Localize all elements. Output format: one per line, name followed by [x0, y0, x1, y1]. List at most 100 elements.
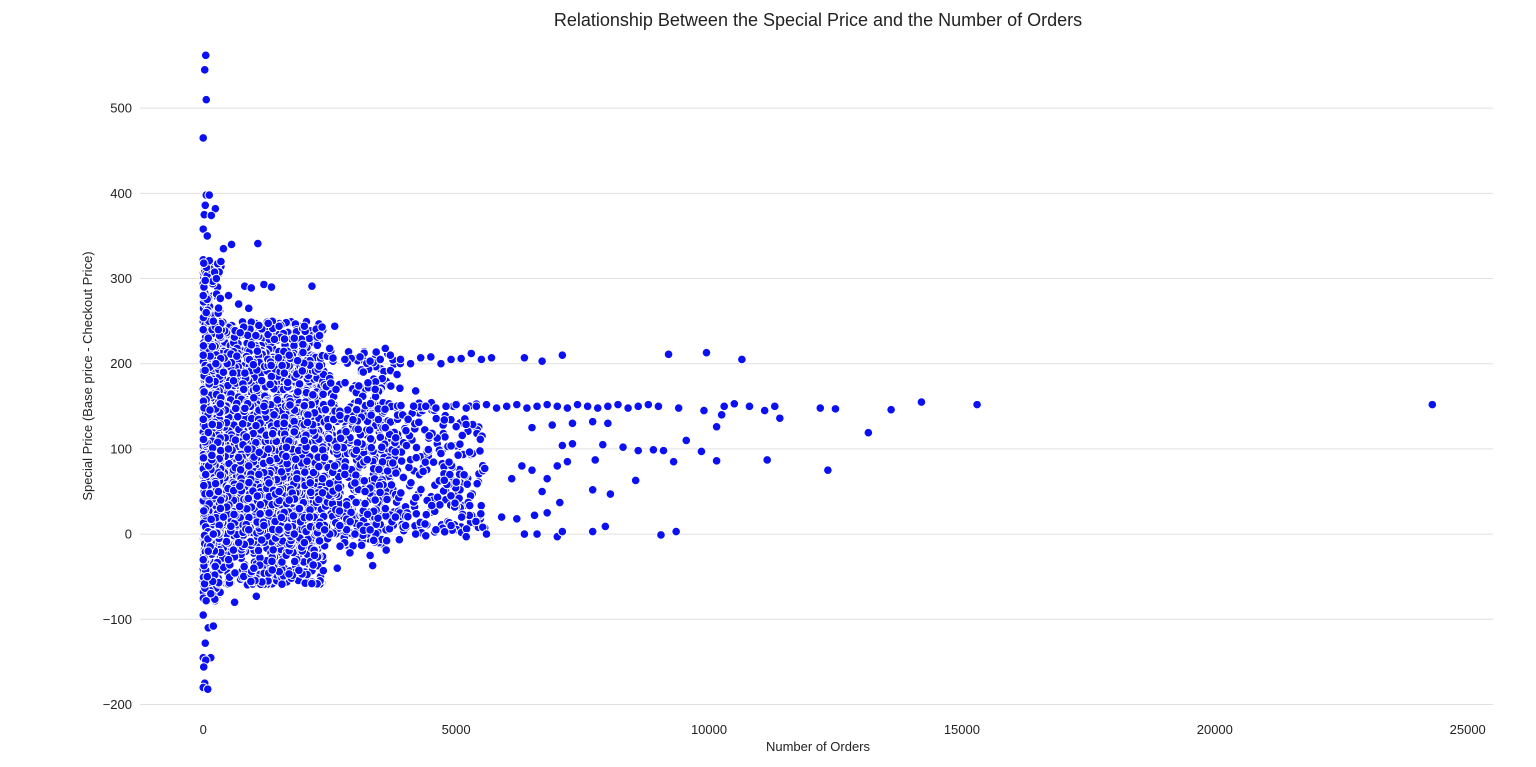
scatter-point	[364, 425, 375, 435]
scatter-point	[1427, 399, 1438, 410]
scatter-point	[464, 500, 475, 511]
scatter-point	[496, 512, 507, 522]
scatter-point	[254, 469, 264, 480]
scatter-point	[269, 410, 279, 420]
scatter-point	[360, 486, 370, 497]
scatter-point	[392, 369, 402, 380]
scatter-point	[239, 561, 249, 572]
scatter-point	[481, 529, 492, 539]
scatter-point	[198, 453, 209, 463]
scatter-point	[307, 578, 317, 589]
scatter-point	[237, 419, 248, 429]
scatter-point	[243, 461, 254, 471]
scatter-point	[317, 487, 328, 498]
scatter-point	[229, 509, 239, 520]
scatter-point	[461, 419, 471, 430]
scatter-point	[418, 466, 428, 477]
scatter-point	[332, 442, 342, 452]
scatter-point	[696, 446, 707, 457]
scatter-point	[198, 662, 209, 672]
scatter-point	[213, 486, 224, 497]
scatter-point	[267, 428, 278, 439]
scatter-point	[382, 466, 393, 476]
scatter-point	[519, 529, 530, 539]
scatter-point	[446, 354, 456, 365]
scatter-point	[769, 401, 780, 412]
scatter-point	[405, 358, 416, 369]
scatter-point	[426, 352, 436, 362]
scatter-point	[522, 403, 532, 413]
scatter-point	[410, 529, 421, 539]
scatter-point	[605, 489, 616, 499]
scatter-point	[234, 501, 245, 512]
scatter-point	[519, 352, 530, 363]
scatter-point	[207, 450, 217, 461]
scatter-point	[200, 469, 211, 480]
scatter-point	[335, 410, 345, 421]
scatter-point	[365, 398, 376, 409]
scatter-point	[252, 491, 263, 501]
scatter-point	[251, 591, 262, 602]
scatter-point	[256, 535, 267, 545]
y-tick-label: 400	[110, 186, 132, 201]
scatter-point	[312, 340, 323, 351]
scatter-point	[298, 339, 308, 350]
scatter-point	[345, 548, 355, 558]
scatter-point	[318, 565, 329, 576]
scatter-point	[264, 508, 274, 518]
scatter-point	[328, 353, 338, 363]
scatter-point	[582, 401, 593, 412]
scatter-point	[426, 500, 437, 511]
scatter-point	[823, 465, 833, 476]
scatter-point	[382, 494, 392, 505]
scatter-point	[246, 283, 257, 293]
scatter-point	[759, 405, 770, 416]
scatter-point	[319, 452, 330, 463]
scatter-point	[671, 526, 681, 537]
scatter-point	[284, 350, 295, 361]
scatter-point	[446, 520, 456, 531]
scatter-point	[205, 405, 215, 415]
scatter-point	[240, 368, 250, 378]
scatter-point	[201, 307, 212, 318]
scatter-point	[486, 352, 497, 363]
scatter-point	[351, 470, 361, 480]
scatter-point	[451, 399, 461, 410]
scatter-point	[390, 447, 401, 457]
scatter-point	[242, 444, 253, 455]
scatter-point	[491, 403, 502, 413]
scatter-point	[711, 421, 722, 432]
scatter-point	[701, 347, 712, 358]
points-layer	[198, 50, 1438, 694]
scatter-point	[362, 454, 373, 465]
scatter-point	[658, 445, 669, 456]
scatter-point	[232, 351, 242, 361]
scatter-point	[547, 420, 558, 430]
scatter-point	[375, 487, 385, 498]
scatter-point	[567, 418, 578, 429]
scatter-point	[329, 461, 340, 471]
scatter-point	[744, 401, 755, 412]
scatter-point	[230, 435, 241, 445]
scatter-point	[396, 400, 406, 411]
scatter-point	[233, 452, 244, 463]
scatter-point	[334, 520, 345, 531]
y-tick-label: 200	[110, 356, 132, 371]
scatter-point	[775, 413, 785, 424]
scatter-point	[279, 418, 289, 429]
scatter-point	[199, 65, 210, 75]
scatter-point	[314, 461, 324, 472]
scatter-point	[218, 367, 229, 378]
scatter-point	[390, 512, 401, 522]
scatter-point	[506, 473, 517, 484]
scatter-point	[277, 579, 287, 590]
scatter-point	[235, 327, 245, 338]
scatter-point	[439, 415, 450, 425]
scatter-point	[381, 545, 391, 555]
scatter-point	[246, 340, 257, 350]
scatter-point	[274, 486, 284, 497]
scatter-point	[215, 293, 226, 304]
scatter-point	[394, 534, 405, 545]
scatter-point	[332, 563, 343, 573]
scatter-point	[441, 401, 451, 412]
